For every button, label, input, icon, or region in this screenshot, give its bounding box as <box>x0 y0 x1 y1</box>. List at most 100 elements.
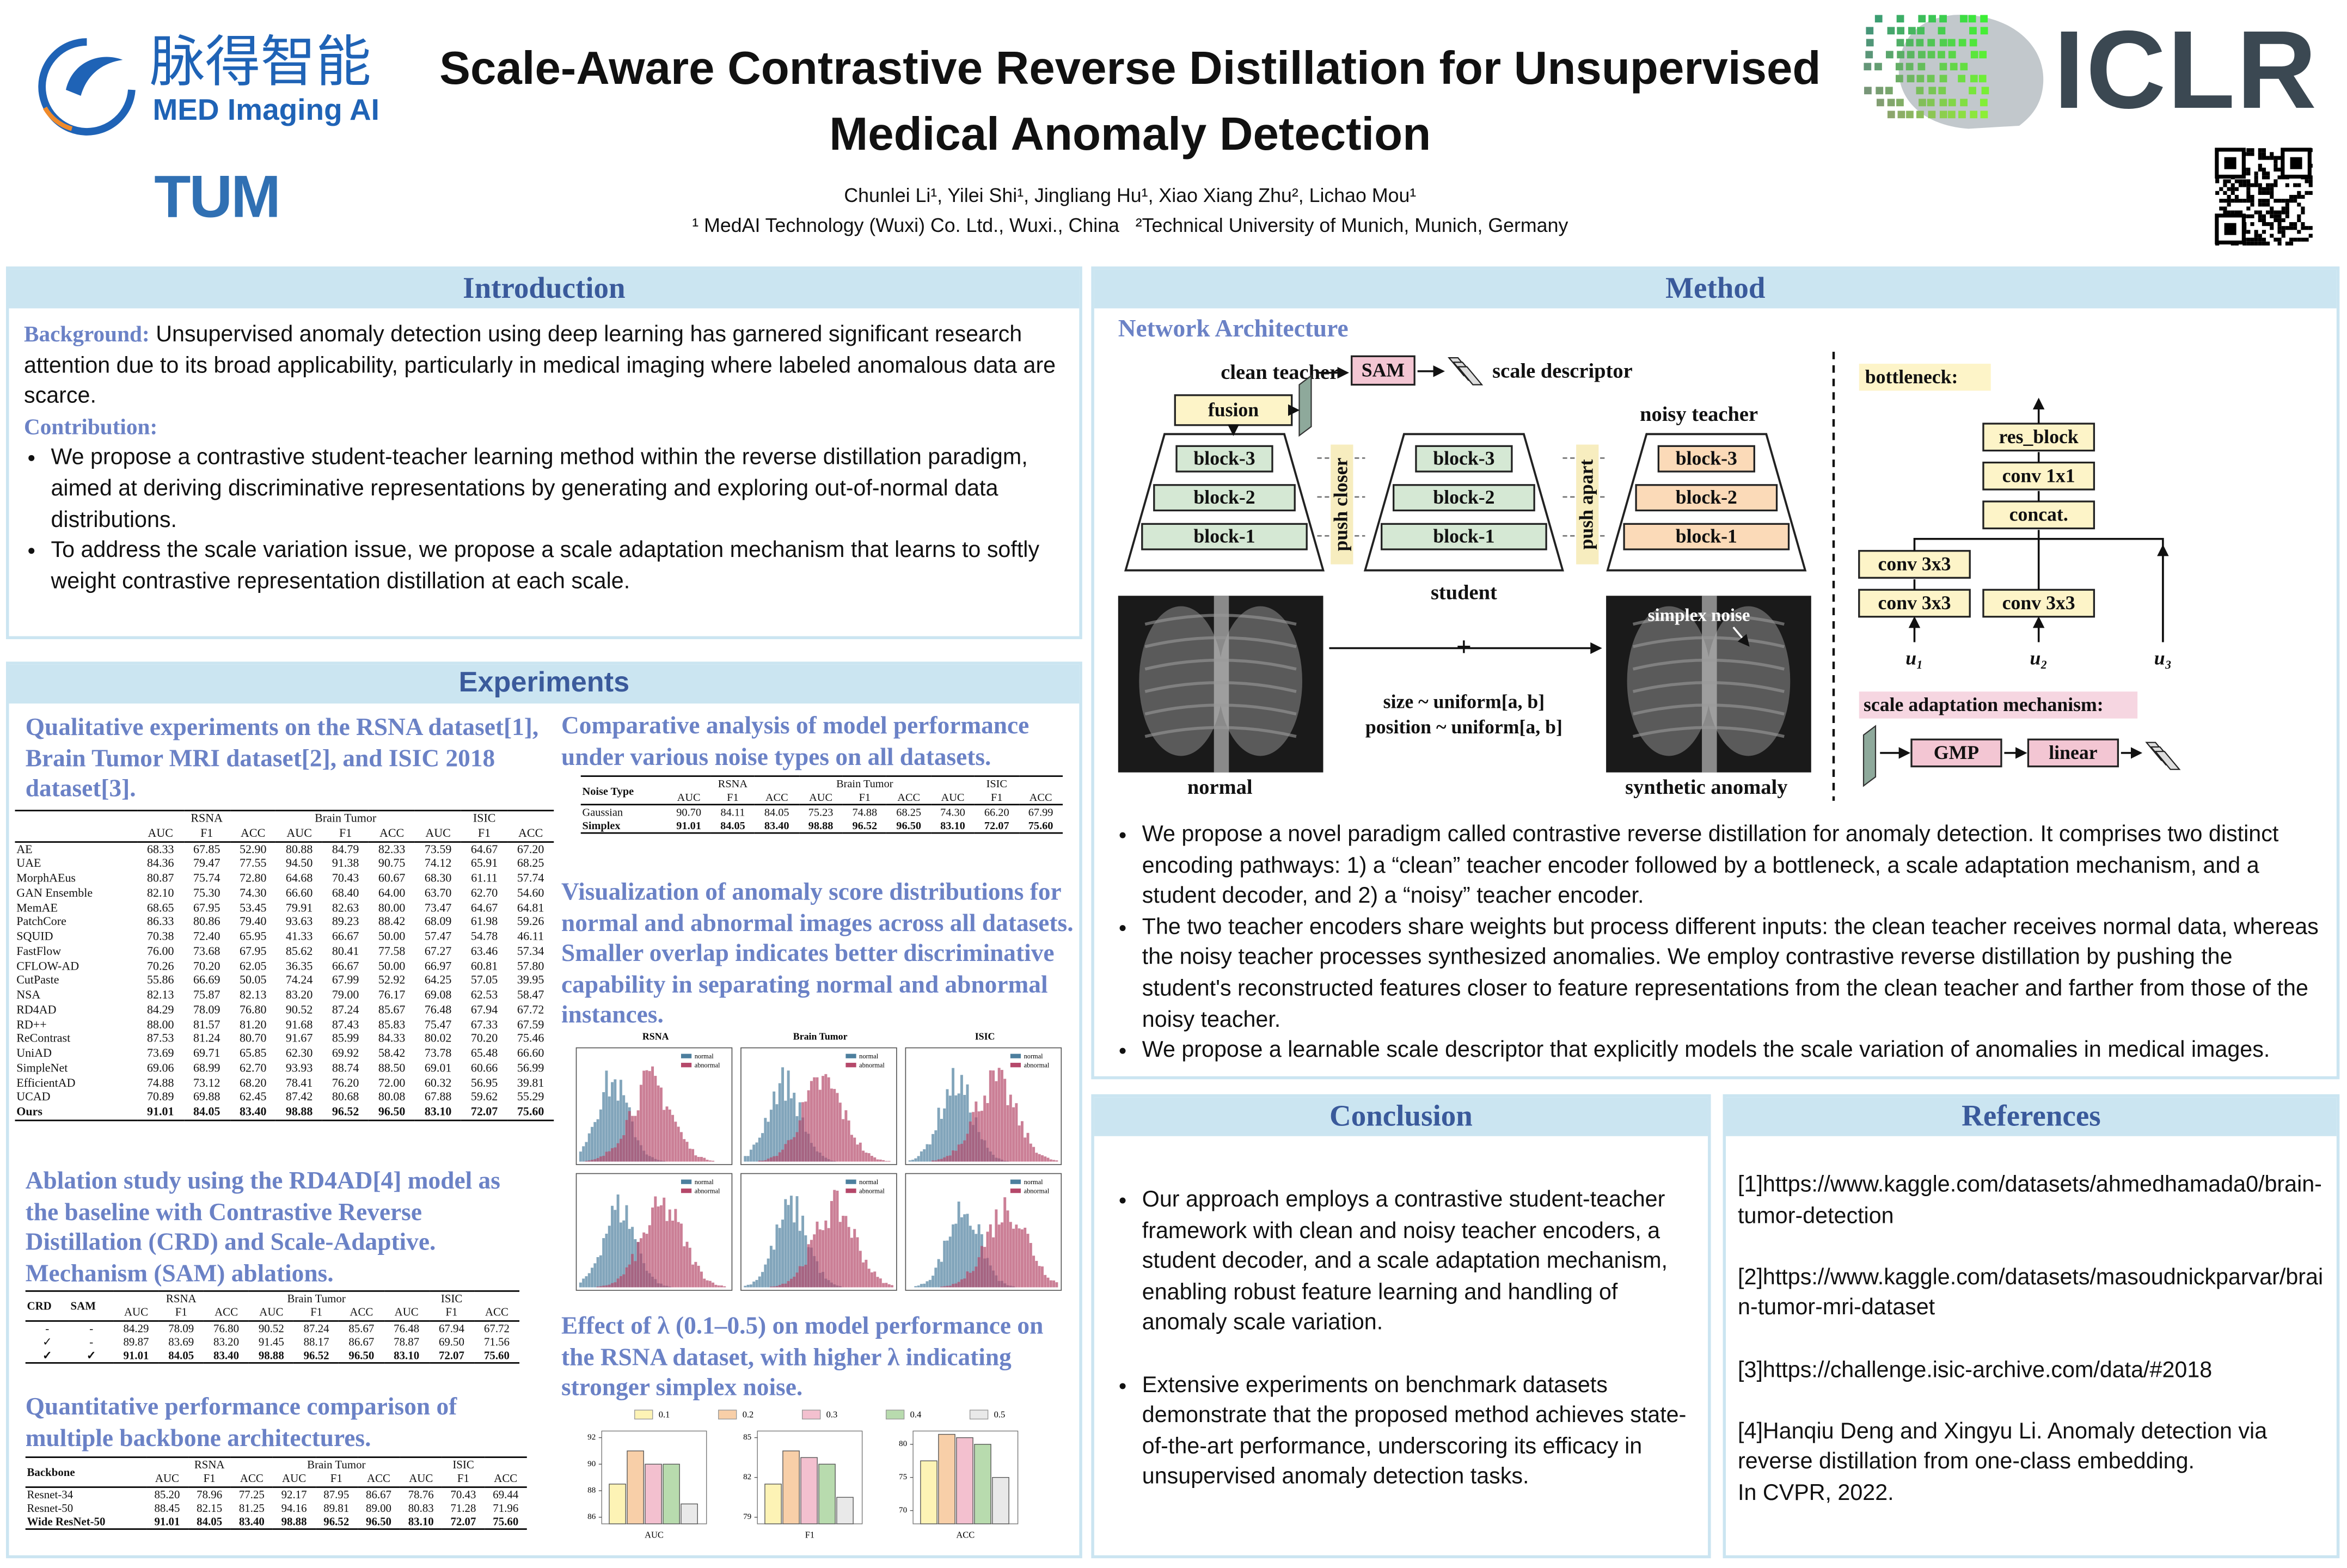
table-cell: 98.88 <box>258 1349 284 1362</box>
rib <box>1144 703 1297 716</box>
histogram-bar <box>873 1157 877 1162</box>
tum-logo: TUM <box>154 164 281 231</box>
table-cell: 76.00 <box>146 944 174 958</box>
section-title: Conclusion <box>1094 1097 1708 1136</box>
diagram-label: u₂ <box>2030 647 2048 669</box>
histogram-bar <box>634 1261 637 1288</box>
qr-cell <box>2262 214 2266 218</box>
histogram-bar <box>954 1223 958 1288</box>
histogram-bar <box>685 1142 689 1162</box>
histogram-bar <box>975 1101 978 1162</box>
rib <box>1144 681 1297 693</box>
histogram-bar <box>870 1155 873 1162</box>
pixel <box>1918 51 1926 59</box>
histogram-bar <box>1055 1282 1058 1288</box>
histogram-bar <box>691 1264 695 1288</box>
diagram-label: bottleneck: <box>1865 366 1958 388</box>
histogram-bar <box>946 1156 949 1162</box>
table-cell: 75.74 <box>193 871 220 885</box>
table-cell: 36.35 <box>285 958 313 972</box>
table-cell: 87.95 <box>323 1487 350 1501</box>
histogram-bar <box>755 1142 758 1162</box>
table-cell: 87.24 <box>303 1321 329 1335</box>
histogram-bar <box>631 1116 634 1162</box>
pixel <box>1939 15 1947 23</box>
qr-cell <box>2262 222 2266 226</box>
table-cell: 83.20 <box>285 988 313 1002</box>
table-cell: 62.05 <box>239 958 267 972</box>
table-cell: 65.91 <box>470 856 498 871</box>
table-cell: 69.71 <box>193 1046 220 1060</box>
histogram-bar <box>773 1156 776 1162</box>
histogram-bar <box>642 1070 646 1162</box>
qr-cell <box>2262 167 2266 172</box>
legend-swatch <box>845 1179 856 1184</box>
header-row: AUC F1 ACC AUC F1 ACC AUC F1 ACC <box>26 1306 520 1321</box>
diagram-label: student <box>1431 581 1497 604</box>
table-cell: 96.52 <box>323 1515 350 1529</box>
table-cell: 78.96 <box>197 1487 223 1501</box>
histogram-bar <box>683 1139 686 1162</box>
table-cell: 65.85 <box>239 1046 267 1060</box>
diagram-label: block-2 <box>1676 486 1737 508</box>
qr-cell <box>2289 222 2294 226</box>
diagram-box <box>1351 355 1415 386</box>
table-cell: 91.68 <box>285 1017 313 1031</box>
legend-swatch <box>681 1179 692 1184</box>
qr-cell <box>2258 241 2262 246</box>
histogram-bar <box>801 1215 805 1288</box>
histogram-bar <box>1049 1159 1052 1162</box>
histogram-bar <box>605 1152 608 1162</box>
pixel <box>1958 111 1966 119</box>
qr-cell <box>2277 199 2282 203</box>
histogram-bar <box>674 1122 677 1162</box>
histogram-bar <box>862 1262 865 1288</box>
histogram-bar <box>1044 1275 1047 1288</box>
table-cell: 84.05 <box>168 1349 194 1362</box>
table-cell: 57.74 <box>517 871 544 885</box>
pixel <box>1979 51 1987 59</box>
diagram-label: normal <box>1187 776 1253 799</box>
histogram-bar <box>937 1107 940 1162</box>
qr-cell <box>2258 148 2262 152</box>
group-header: RSNA <box>191 811 223 825</box>
table-cell: 78.41 <box>285 1075 313 1089</box>
table-cell: 91.01 <box>154 1515 180 1529</box>
histogram-bar <box>995 1081 998 1162</box>
data-table: CRD SAM RSNA Brain Tumor ISIC AUC F1 ACC AUC F1 AC… <box>25 1290 520 1364</box>
table-row: Wide ResNet-50 91.01 84.05 83.40 98.88 96.52 9… <box>26 1515 527 1529</box>
legend-label: 0.5 <box>994 1409 1006 1419</box>
histogram-bar <box>708 1281 712 1288</box>
qr-finder <box>2215 148 2246 179</box>
pixel <box>1950 63 1958 71</box>
metric-header: F1 <box>188 1472 231 1487</box>
qr-cell <box>2239 199 2243 203</box>
histogram-bar <box>648 1225 651 1288</box>
table-row: FastFlow 76.00 73.68 67.95 85.62 80.41 77.58 67… <box>15 944 554 959</box>
table-cell: 79.00 <box>332 988 359 1002</box>
histogram-bar <box>1032 1255 1035 1288</box>
y-tick-label: 70 <box>899 1506 907 1515</box>
qr-cell <box>2262 191 2266 195</box>
qr-cell <box>2270 222 2274 226</box>
histogram-bar <box>758 1137 761 1162</box>
histogram-bar <box>787 1281 790 1288</box>
histogram-bar <box>1049 1280 1052 1288</box>
rib <box>1144 658 1297 671</box>
legend-label: 0.3 <box>826 1409 838 1419</box>
pixel <box>1916 111 1924 119</box>
table-cell: 70.20 <box>193 958 220 972</box>
table-cell: Simplex <box>582 819 621 832</box>
pixel <box>1970 51 1978 59</box>
x-tick-label: F1 <box>805 1530 814 1540</box>
qr-finder <box>2290 157 2302 169</box>
table-cell: 84.11 <box>720 805 745 819</box>
table-cell: 68.30 <box>424 871 452 885</box>
qr-cell <box>2301 206 2305 211</box>
diagram-label: fusion <box>1208 399 1259 420</box>
table-cell: 74.88 <box>146 1075 174 1089</box>
histogram-bar <box>1024 1137 1027 1162</box>
histogram-bar <box>599 1109 602 1162</box>
qr-cell <box>2223 179 2227 183</box>
qr-cell <box>2258 163 2262 168</box>
